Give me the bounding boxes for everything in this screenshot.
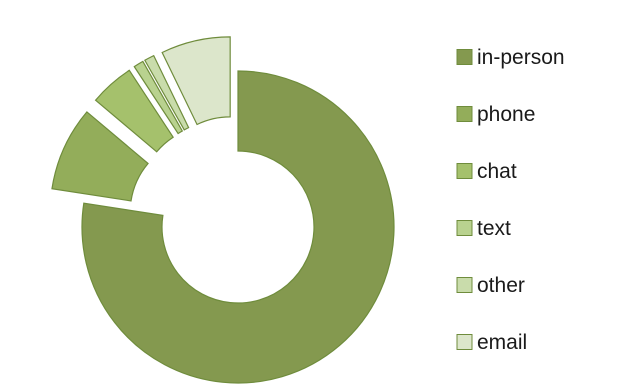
legend-swatch-phone [456,106,473,122]
slice-text [133,60,184,135]
slice-chat [94,69,174,153]
donut-slices [51,36,395,384]
legend-swatch-other [456,277,473,293]
legend-swatch-email [456,334,473,350]
legend-swatch-text [456,220,473,236]
slice-other [144,54,190,131]
legend-item-phone: phone [456,103,535,126]
legend-label-text: text [477,217,511,240]
legend-label-chat: chat [477,160,517,183]
legend-item-other: other [456,274,525,297]
legend-item-email: email [456,331,527,354]
legend-item-text: text [456,217,511,240]
slice-phone [51,111,149,202]
legend-swatch-in-person [456,49,473,65]
legend-label-email: email [477,331,527,354]
legend-swatch-chat [456,163,473,179]
legend-label-in-person: in-person [477,46,565,69]
legend-item-chat: chat [456,160,517,183]
legend: in-person phone chat text other email [456,46,565,354]
legend-label-phone: phone [477,103,535,126]
slice-email [161,36,231,126]
legend-item-in-person: in-person [456,46,565,69]
legend-label-other: other [477,274,525,297]
slice-in-person [81,70,395,384]
